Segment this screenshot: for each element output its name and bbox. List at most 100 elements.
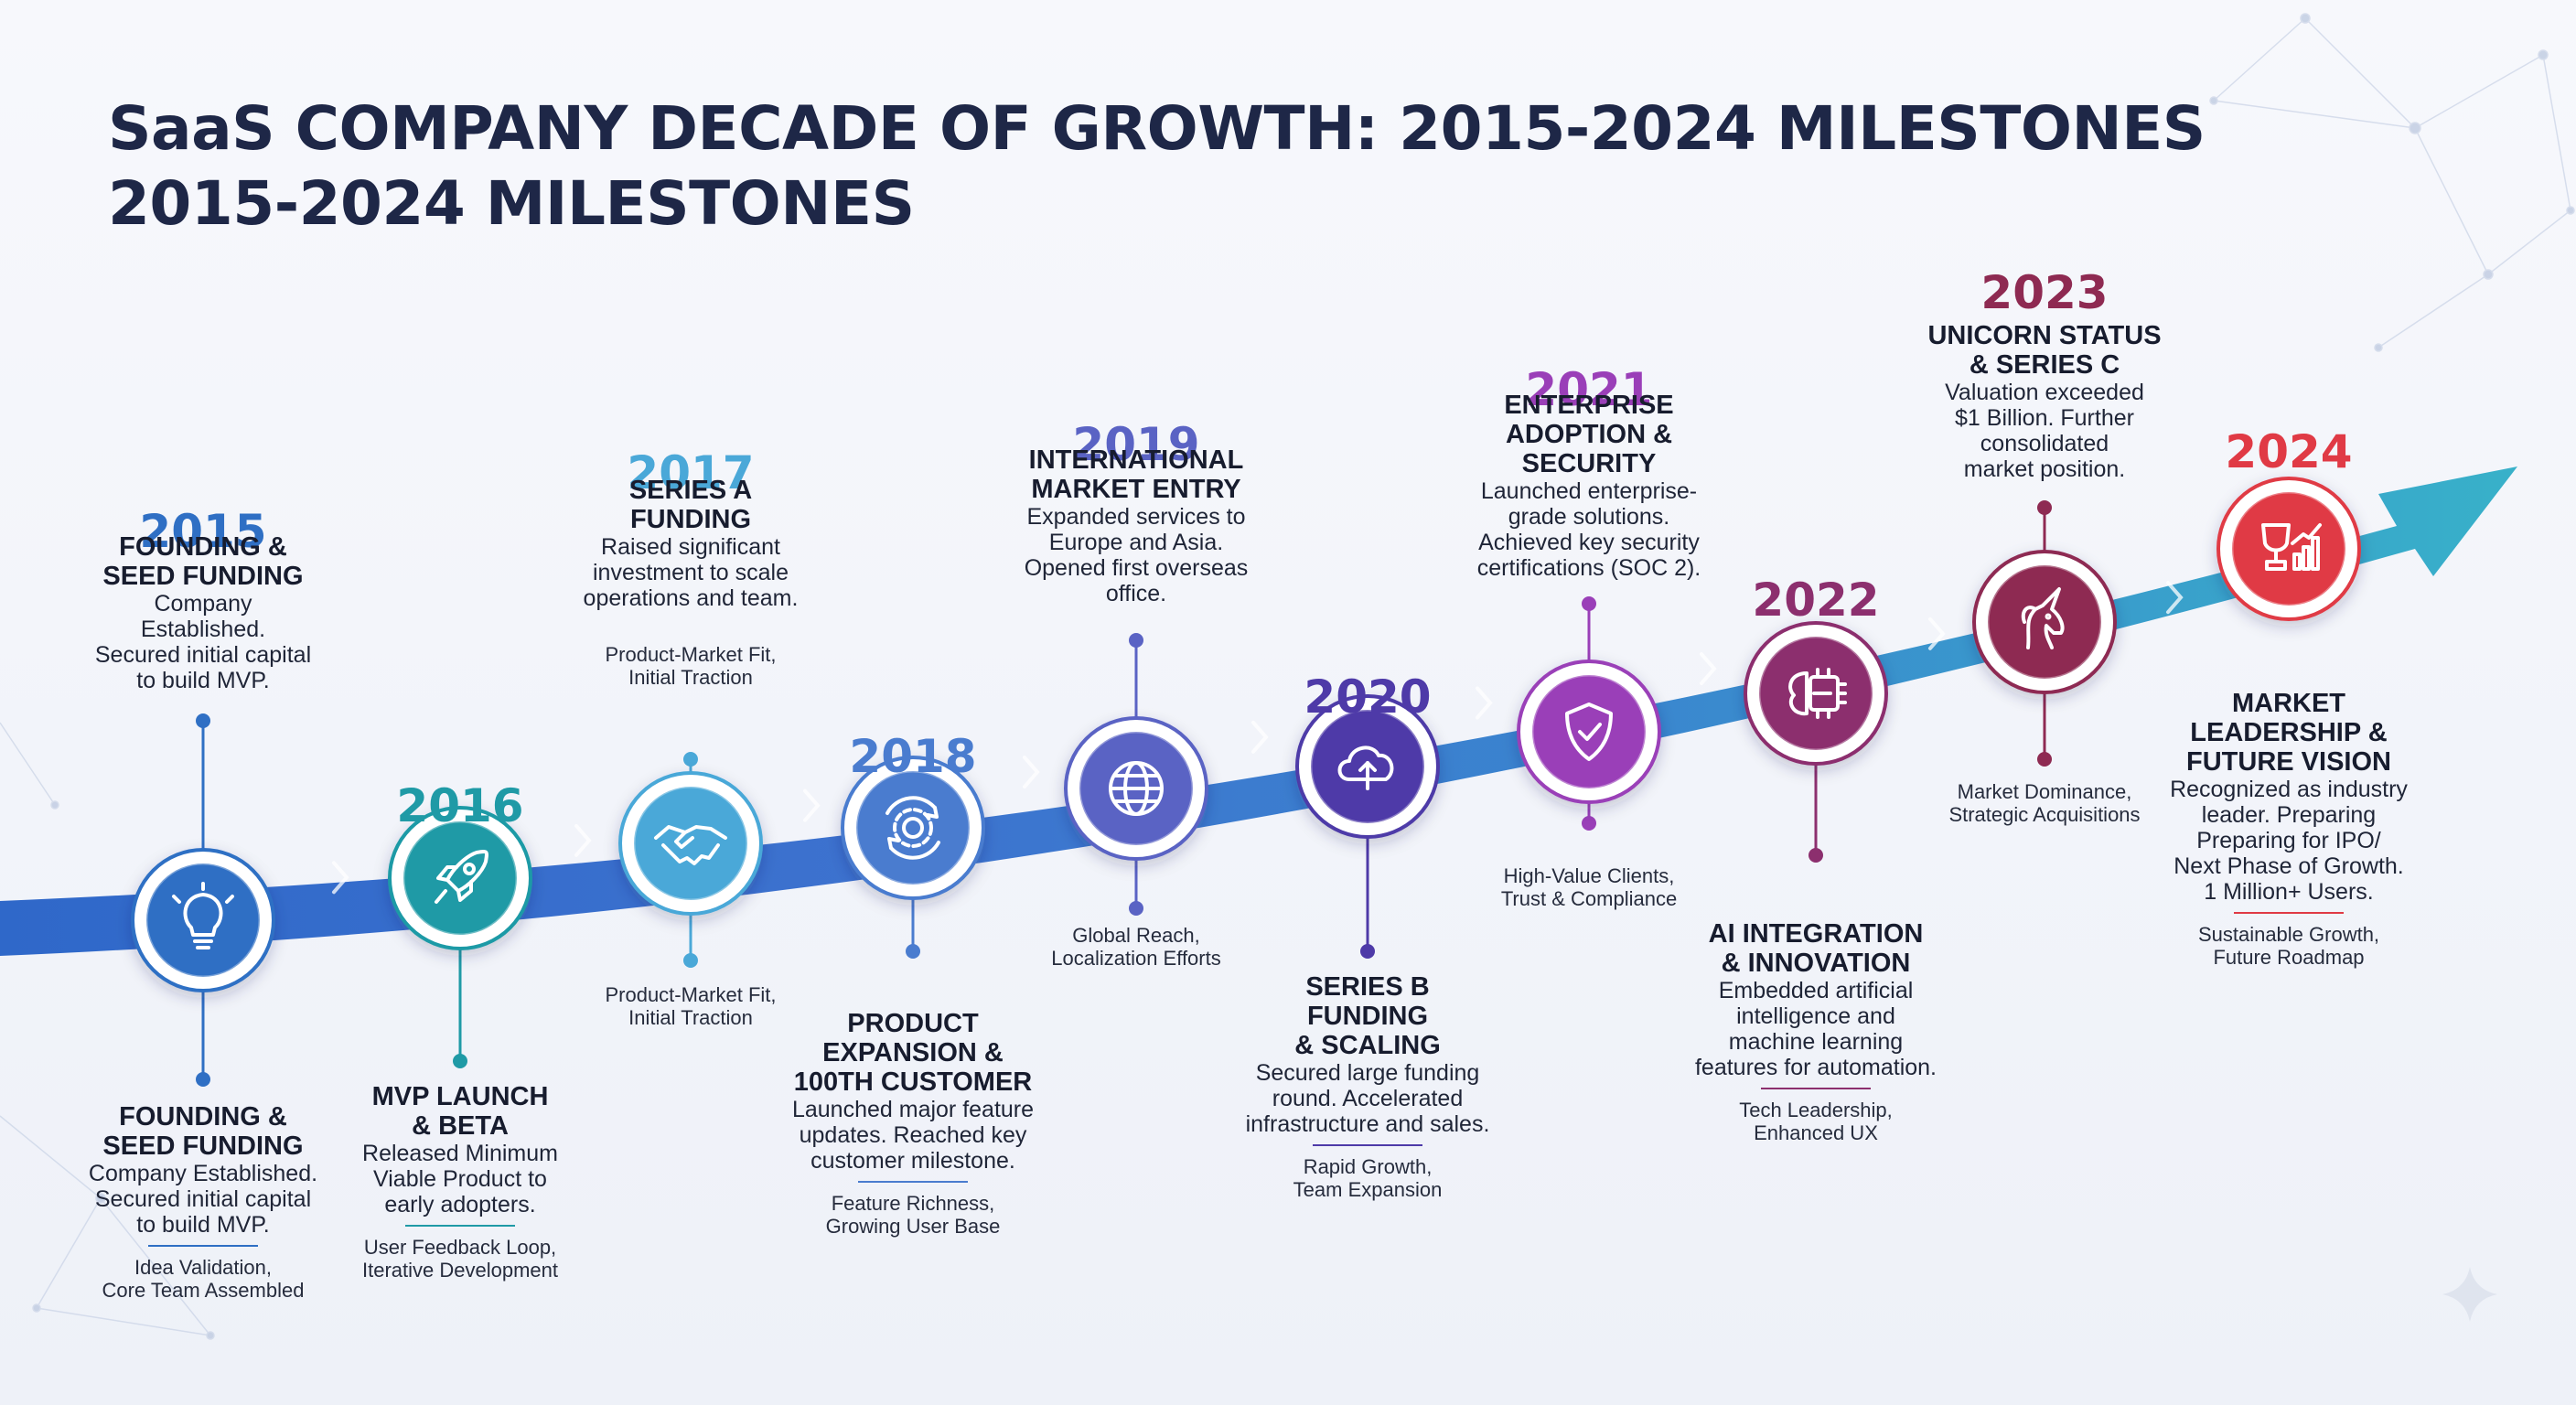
tag-separator: [858, 1181, 968, 1183]
milestone-year: 2017: [627, 446, 755, 499]
milestone-heading: ENTERPRISE ADOPTION & SECURITY: [1504, 391, 1674, 478]
gear-cycle-icon: [886, 796, 940, 860]
milestone-heading: MVP LAUNCH & BETA: [371, 1082, 549, 1141]
milestone-year: 2021: [1525, 363, 1653, 416]
milestone-description: Secured large funding round. Accelerated i…: [1245, 1060, 1490, 1137]
milestone-node: [1972, 550, 2117, 694]
milestone-tag: Sustainable Growth, Future Roadmap: [2197, 923, 2380, 969]
milestone-description: Raised significant investment to scale ope…: [583, 534, 799, 611]
milestone-bottom-tag: Product-Market Fit, Initial Traction: [508, 983, 874, 1029]
tag-separator: [1761, 1088, 1871, 1089]
milestone-heading: AI INTEGRATION & INNOVATION: [1708, 919, 1924, 978]
milestone-top-text: SERIES A FUNDING Raised significant investm…: [508, 476, 874, 611]
milestone-description: Launched enterprise-grade solutions. Achi…: [1476, 478, 1701, 581]
milestone-tag: Product-Market Fit, Initial Traction: [605, 983, 777, 1029]
tag-separator: [148, 1245, 258, 1247]
milestone-year-label: 2023: [1862, 266, 2227, 319]
milestone-node: [388, 806, 532, 950]
connector-dot: [196, 713, 210, 728]
milestone-year: 2018: [849, 730, 977, 783]
sparkle-icon: [2442, 1267, 2497, 1322]
milestone-node: [131, 848, 275, 992]
milestone-heading: PRODUCT EXPANSION & 100TH CUSTOMER: [793, 1009, 1033, 1097]
connector-dot: [1360, 944, 1375, 959]
band-chevron: [1700, 652, 1717, 686]
milestone-year: 2024: [2225, 425, 2353, 478]
milestone-year: 2016: [396, 779, 524, 832]
connectors: [196, 500, 2052, 1087]
milestone-description: Expanded services to Europe and Asia. Open…: [1024, 504, 1249, 606]
ai-chip-icon: [1788, 668, 1847, 719]
band-chevron: [332, 861, 349, 895]
band-chevron: [2166, 581, 2184, 615]
milestone-node: [618, 771, 763, 916]
shield-check-icon: [1565, 702, 1613, 761]
band-chevrons: [332, 581, 2184, 895]
band-chevron: [1023, 756, 1040, 789]
milestone-bottom-text: MARKET LEADERSHIP & FUTURE VISION Recognize…: [2106, 689, 2472, 969]
band-chevron: [1476, 686, 1493, 720]
milestone-top-text: ENTERPRISE ADOPTION & SECURITY Launched ent…: [1406, 391, 1772, 581]
band-chevron: [574, 823, 592, 857]
milestone-tag: High-Value Clients, Trust & Compliance: [1500, 864, 1678, 910]
milestone-node: [841, 756, 985, 900]
band-chevron: [803, 788, 821, 822]
lightbulb-icon: [172, 882, 234, 949]
milestone-tag: Market Dominance, Strategic Acquisitions: [1948, 780, 2141, 826]
milestone-description: Launched major feature updates. Reached k…: [791, 1097, 1035, 1174]
milestone-node: [1517, 660, 1661, 804]
milestone-node: [1064, 716, 1208, 861]
milestone-bottom-tag: Market Dominance, Strategic Acquisitions: [1862, 780, 2227, 826]
milestone-tag: Idea Validation, Core Team Assembled: [102, 1256, 305, 1302]
milestone-year-label: 2020: [1185, 670, 1551, 724]
milestone-year-label: 2016: [277, 779, 643, 832]
milestone-heading: MARKET LEADERSHIP & FUTURE VISION: [2186, 689, 2391, 777]
milestone-heading: SERIES B FUNDING & SCALING: [1294, 972, 1441, 1060]
milestone-tag: Tech Leadership, Enhanced UX: [1739, 1099, 1893, 1144]
milestone-description: Embedded artificial intelligence and machi…: [1694, 978, 1937, 1080]
rocket-icon: [435, 850, 488, 904]
milestone-description: Company Established. Secured initial capit…: [94, 591, 312, 693]
page-subtitle: 2015-2024 MILESTONES: [108, 168, 915, 239]
unicorn-icon: [2021, 587, 2065, 649]
milestone-bottom-text: FOUNDING & SEED FUNDING Company Establishe…: [20, 1102, 386, 1302]
milestone-heading: UNICORN STATUS & SERIES C: [1927, 321, 2162, 380]
milestone-heading: SERIES A FUNDING: [628, 476, 753, 534]
milestone-bottom-text: MVP LAUNCH & BETA Released Minimum Viable P…: [277, 1082, 643, 1282]
milestone-node: [1744, 621, 1888, 766]
milestone-year-label: 2015: [20, 505, 386, 558]
connector-dot: [1809, 848, 1823, 863]
milestone-tag: Rapid Growth, Team Expansion: [1293, 1155, 1443, 1201]
connector-dot: [683, 752, 698, 767]
connector-dot: [2037, 752, 2052, 767]
milestone-year: 2023: [1980, 266, 2109, 319]
milestone-description: Released Minimum Viable Product to early a…: [362, 1141, 558, 1217]
milestone-year: 2019: [1072, 418, 1200, 471]
connector-dot: [2037, 500, 2052, 515]
milestone-heading: FOUNDING & SEED FUNDING: [102, 532, 304, 591]
tag-separator: [2234, 912, 2344, 914]
milestone-tag: Product-Market Fit, Initial Traction: [605, 643, 777, 689]
milestone-node: [2216, 477, 2361, 621]
handshake-icon: [654, 825, 727, 865]
connector-dot: [1129, 901, 1143, 916]
milestone-tag: Global Reach, Localization Efforts: [1051, 924, 1221, 970]
connector-dot: [196, 1072, 210, 1087]
milestone-top-tag: Product-Market Fit, Initial Traction: [508, 643, 874, 689]
milestone-node: [1295, 694, 1440, 839]
milestone-bottom-tag: High-Value Clients, Trust & Compliance: [1406, 864, 1772, 910]
milestone-bottom-tag: Global Reach, Localization Efforts: [953, 924, 1319, 970]
connector-dot: [1129, 633, 1143, 648]
trophy-growth-icon: [2261, 523, 2322, 571]
page-title: SaaS COMPANY DECADE OF GROWTH: 2015-2024…: [108, 93, 2206, 164]
tag-separator: [1313, 1144, 1422, 1146]
cloud-upload-icon: [1337, 745, 1394, 790]
milestone-year: 2020: [1304, 670, 1432, 724]
milestone-year: 2022: [1752, 574, 1880, 627]
milestone-year-label: 2021: [1406, 363, 1772, 416]
milestone-year-label: 2018: [730, 730, 1096, 783]
connector-dot: [1582, 596, 1596, 611]
milestone-heading: INTERNATIONAL MARKET ENTRY: [1028, 445, 1244, 504]
milestone-tag: User Feedback Loop, Iterative Development: [362, 1236, 558, 1282]
